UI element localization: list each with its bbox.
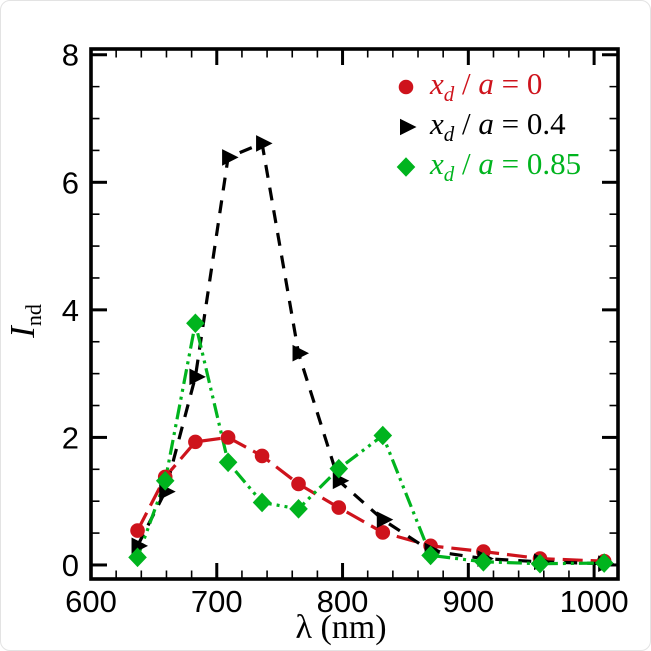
y-tick-label: 4 bbox=[62, 293, 79, 328]
y-axis-title-symbol: I bbox=[3, 326, 42, 338]
plot-frame bbox=[89, 47, 620, 581]
series-2-marker bbox=[421, 545, 440, 566]
series-2-marker bbox=[329, 458, 349, 479]
series-1-marker bbox=[256, 135, 273, 152]
series-0-marker bbox=[375, 525, 391, 540]
series-line-1 bbox=[136, 141, 605, 566]
legend-item-0: xd / a = 0 bbox=[393, 66, 581, 107]
series-2-marker bbox=[289, 499, 308, 519]
series-2-marker bbox=[373, 425, 393, 446]
series-line-2 bbox=[136, 322, 605, 566]
legend-marker-glyph bbox=[400, 118, 417, 136]
series-2-marker bbox=[218, 452, 238, 473]
series-0-marker bbox=[188, 434, 203, 450]
series-1-marker bbox=[222, 149, 239, 166]
series-line-0 bbox=[136, 435, 605, 563]
legend-marker-diamond bbox=[396, 157, 416, 177]
legend-item-2: xd / a = 0.85 bbox=[393, 146, 582, 187]
legend-marker-circle bbox=[398, 79, 414, 95]
y-tick-label: 2 bbox=[62, 420, 79, 455]
series-0-marker bbox=[254, 448, 270, 464]
y-axis-title: Ind bbox=[3, 304, 47, 338]
x-tick-label: 600 bbox=[65, 584, 117, 619]
series-2-marker bbox=[186, 313, 205, 334]
series-0-marker bbox=[220, 430, 236, 445]
series-2-marker bbox=[594, 553, 614, 573]
legend-marker-glyph bbox=[396, 157, 416, 177]
y-axis-title-subscript: nd bbox=[21, 304, 46, 327]
x-tick-label: 800 bbox=[317, 584, 369, 619]
series-1-marker bbox=[376, 511, 394, 528]
y-tick-label: 6 bbox=[62, 165, 79, 200]
series-0-marker bbox=[331, 500, 347, 515]
x-tick-label: 900 bbox=[442, 584, 494, 619]
legend-label: xd / a = 0.85 bbox=[430, 146, 582, 187]
x-axis-title: λ (nm) bbox=[295, 609, 387, 646]
series-0-marker bbox=[130, 523, 145, 538]
series-2-marker bbox=[474, 551, 493, 572]
legend-marker-triangle-right bbox=[400, 118, 417, 136]
x-tick-label: 700 bbox=[191, 584, 243, 619]
series-1-marker bbox=[292, 344, 310, 362]
y-tick-label: 8 bbox=[62, 38, 79, 73]
legend-label: xd / a = 0.4 bbox=[430, 106, 566, 147]
x-tick-label: 1000 bbox=[560, 584, 629, 619]
legend-item-1: xd / a = 0.4 bbox=[393, 106, 581, 147]
series-0-marker bbox=[291, 476, 306, 492]
series-2-marker bbox=[128, 547, 147, 568]
series-1-marker bbox=[189, 368, 206, 386]
series-2-marker bbox=[155, 470, 175, 491]
series-2-marker bbox=[530, 553, 550, 574]
legend-label: xd / a = 0 bbox=[430, 66, 543, 107]
legend-marker-glyph bbox=[398, 79, 414, 95]
legend: xd / a = 0 xd / a = 0.4 xd / a = 0.85 bbox=[393, 66, 582, 187]
y-tick-label: 0 bbox=[62, 548, 79, 583]
series-1-marker bbox=[332, 472, 350, 490]
series-2-marker bbox=[252, 492, 272, 513]
